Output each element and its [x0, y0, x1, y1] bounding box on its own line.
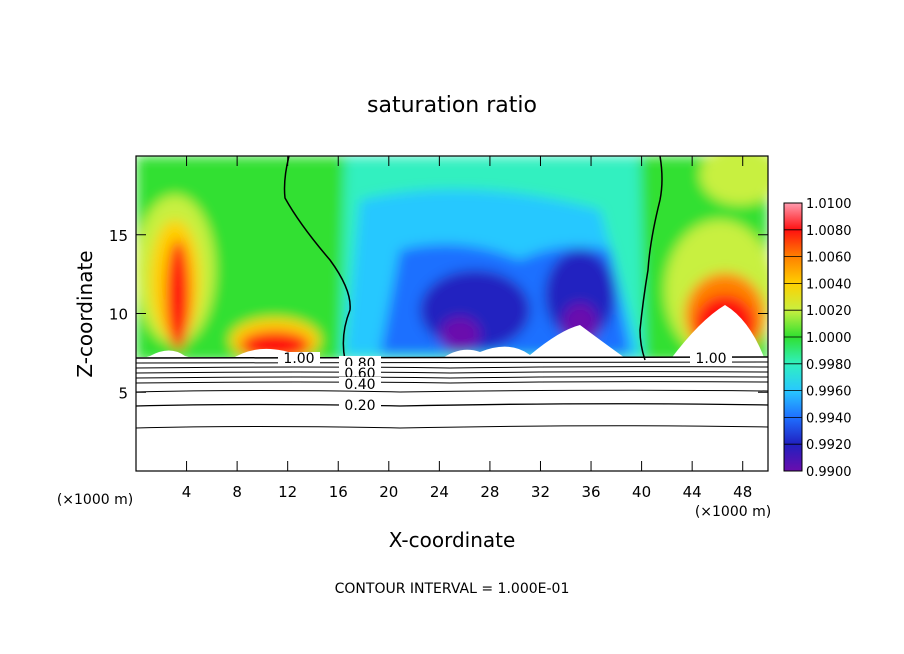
colorbar-label: 0.9980 [806, 358, 852, 373]
y-tick-label: 15 [109, 227, 128, 245]
x-tick-label: 12 [278, 483, 297, 501]
colorbar-label: 0.9900 [806, 465, 852, 480]
contour-label: 1.00 [695, 351, 726, 367]
contour-label: 0.20 [344, 398, 375, 414]
x-tick-label: 40 [632, 483, 651, 501]
x-tick-label: 24 [430, 483, 449, 501]
y-tick-label: 10 [109, 306, 128, 324]
x-tick-label: 8 [232, 483, 242, 501]
y-tick-label: 5 [118, 384, 128, 402]
x-unit-left: (×1000 m) [57, 492, 133, 508]
colorbar-label: 0.9960 [806, 385, 852, 400]
x-tick-label: 48 [733, 483, 752, 501]
chart-title: saturation ratio [367, 93, 537, 118]
contour-interval-note: CONTOUR INTERVAL = 1.000E-01 [335, 581, 570, 597]
contour-label: 0.40 [344, 377, 375, 393]
saturation-field-colors [136, 156, 768, 362]
x-tick-label: 28 [480, 483, 499, 501]
heatmap-field [136, 156, 768, 471]
contour-lines [136, 156, 768, 429]
x-tick-label: 4 [182, 483, 192, 501]
colorbar-label: 1.0020 [806, 304, 852, 319]
x-tick-label: 16 [329, 483, 348, 501]
contour-labels: 1.00 0.80 0.60 0.40 0.20 1.00 [278, 351, 732, 414]
x-axis-label: X-coordinate [389, 528, 516, 552]
colorbar-label: 0.9940 [806, 411, 852, 426]
colorbar-label: 0.9920 [806, 438, 852, 453]
x-tick-label: 20 [379, 483, 398, 501]
colorbar-label: 1.0080 [806, 224, 852, 239]
colorbar-label: 1.0040 [806, 277, 852, 292]
y-axis: 5 10 15 [109, 227, 768, 402]
x-axis: 4 8 12 16 20 24 28 32 36 40 44 48 [182, 156, 752, 501]
x-unit-right: (×1000 m) [695, 504, 771, 520]
colorbar-label: 1.0000 [806, 331, 852, 346]
x-tick-label: 36 [581, 483, 600, 501]
y-axis-label: Z-coordinate [73, 250, 97, 377]
x-tick-label: 32 [531, 483, 550, 501]
colorbar-label: 1.0100 [806, 197, 852, 212]
colorbar: 1.0100 1.0080 1.0060 1.0040 1.0020 1.0000 0.99… [783, 197, 852, 480]
x-tick-label: 44 [683, 483, 702, 501]
colorbar-label: 1.0060 [806, 251, 852, 266]
contour-label: 1.00 [283, 351, 314, 367]
